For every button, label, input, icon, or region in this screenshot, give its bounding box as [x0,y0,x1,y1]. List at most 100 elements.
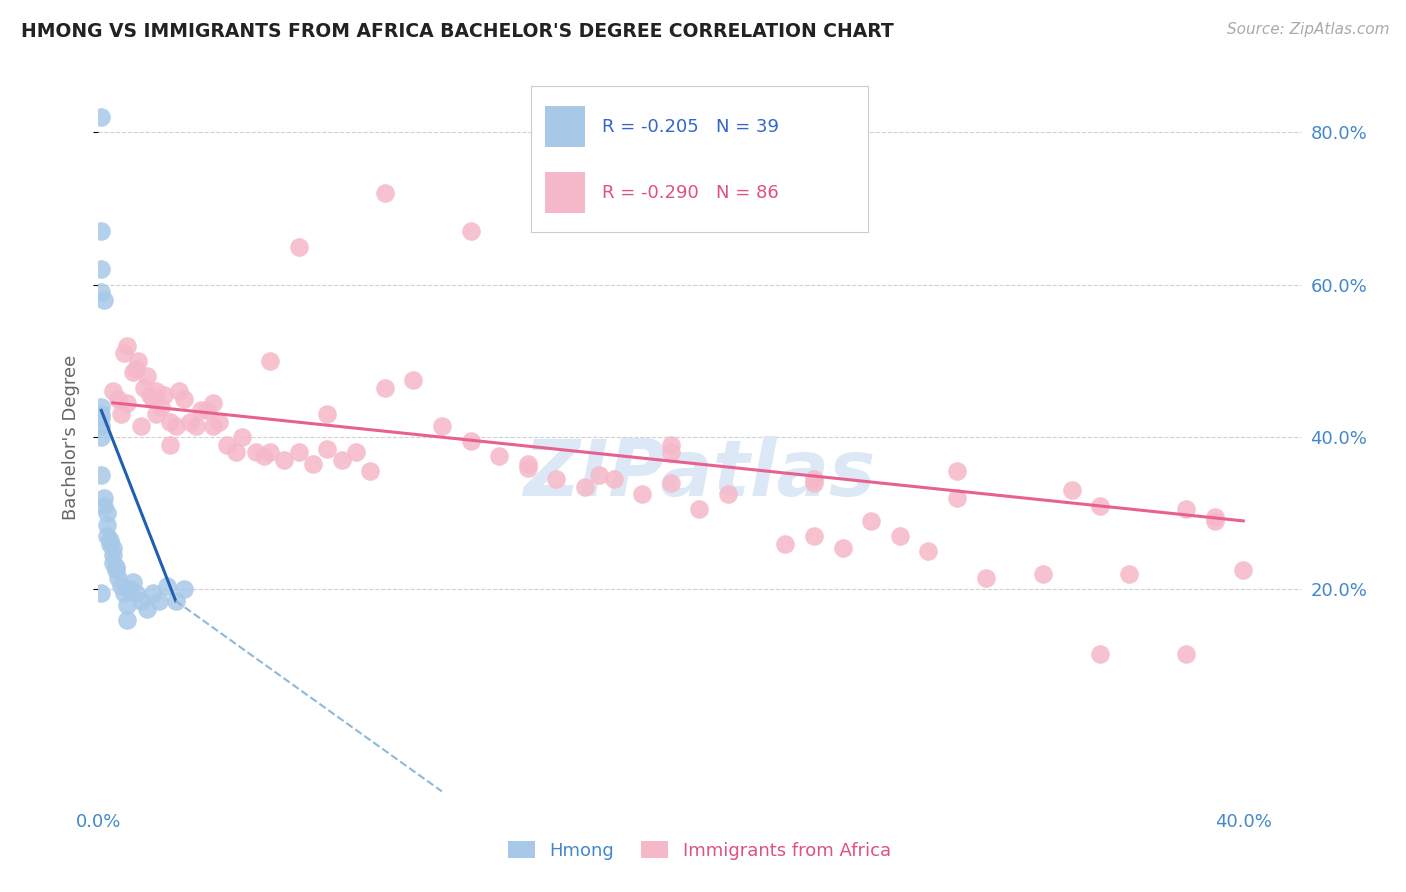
Point [1088,499,1111,513]
Point [142,392,165,406]
Point [1088,647,1111,661]
Point [689,502,711,516]
Point [121,574,143,589]
Point [90,468,112,483]
Point [134,380,156,394]
Point [288,239,311,253]
Point [101,548,124,562]
Point [245,445,267,459]
Point [330,453,353,467]
Point [917,544,939,558]
Point [90,586,112,600]
Point [153,388,176,402]
Point [150,400,173,414]
Point [253,449,276,463]
Point [156,579,179,593]
Point [1232,563,1254,577]
Point [225,445,247,459]
Point [659,475,682,490]
Point [946,464,969,478]
Point [803,475,825,490]
Point [131,418,153,433]
Point [115,598,138,612]
Point [139,388,162,402]
Point [115,613,138,627]
Point [1204,514,1226,528]
Point [546,472,568,486]
Text: ZIPatlas: ZIPatlas [523,435,876,512]
Point [488,449,510,463]
Point [131,594,153,608]
Point [460,434,482,448]
Point [90,262,112,277]
Point [259,354,281,368]
Point [659,445,682,459]
Point [631,487,654,501]
Point [165,594,187,608]
Point [316,407,339,421]
Point [115,338,138,352]
Point [374,186,396,201]
Point [860,514,883,528]
Point [107,392,129,406]
Point [90,430,112,444]
Point [974,571,997,585]
Point [90,285,112,300]
Point [145,407,167,421]
Point [98,533,121,547]
Point [136,369,159,384]
Point [145,384,167,399]
Point [173,392,195,406]
Point [1060,483,1083,498]
Point [460,224,482,238]
Point [1118,567,1140,582]
Point [115,396,138,410]
Legend: Hmong, Immigrants from Africa: Hmong, Immigrants from Africa [501,834,898,867]
Point [124,361,146,376]
Point [165,418,187,433]
Point [430,418,453,433]
Point [201,396,224,410]
Point [124,586,146,600]
Point [1175,502,1198,516]
Point [359,464,381,478]
Point [1032,567,1054,582]
Point [159,415,181,429]
Point [1175,647,1198,661]
Point [173,582,195,597]
Point [159,438,181,452]
Point [96,506,118,520]
Point [184,418,207,433]
Point [1204,510,1226,524]
Point [190,403,212,417]
Point [90,224,112,238]
Point [831,541,853,555]
Point [90,110,112,124]
Point [217,438,239,452]
Point [90,407,112,421]
Point [98,537,121,551]
Point [316,442,339,456]
Text: HMONG VS IMMIGRANTS FROM AFRICA BACHELOR'S DEGREE CORRELATION CHART: HMONG VS IMMIGRANTS FROM AFRICA BACHELOR… [21,22,894,41]
Point [110,407,132,421]
Point [374,380,396,394]
Point [93,499,115,513]
Point [104,563,127,577]
Point [602,472,624,486]
Point [302,457,325,471]
Point [889,529,911,543]
Point [136,601,159,615]
Text: Source: ZipAtlas.com: Source: ZipAtlas.com [1226,22,1389,37]
Point [259,445,281,459]
Point [803,472,825,486]
Point [231,430,253,444]
Point [574,480,596,494]
Point [344,445,367,459]
Point [107,571,129,585]
Point [90,400,112,414]
Point [167,384,190,399]
Point [90,411,112,425]
Point [104,559,127,574]
Point [273,453,295,467]
Point [110,579,132,593]
